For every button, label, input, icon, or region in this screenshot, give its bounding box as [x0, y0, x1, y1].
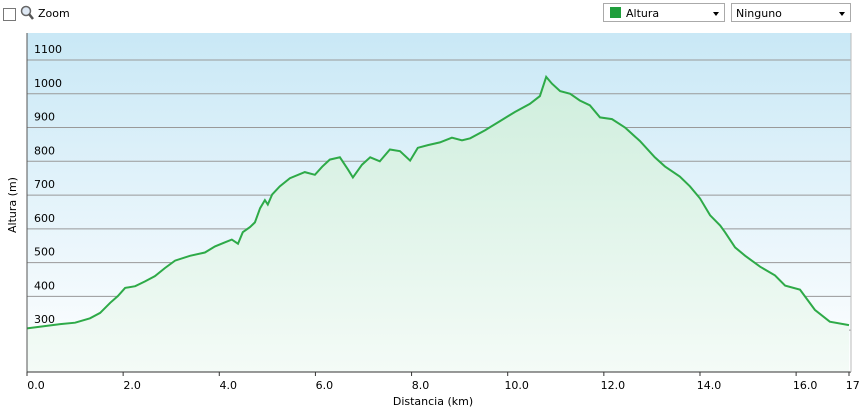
zoom-label[interactable]: Zoom — [38, 7, 70, 20]
series-dropdown[interactable]: Altura — [603, 3, 725, 22]
x-tick-label: 17.1 — [846, 379, 860, 392]
area-fill — [27, 76, 849, 373]
zoom-checkbox[interactable] — [3, 8, 16, 21]
x-tick-label: 0.0 — [27, 379, 45, 392]
y-tick-label: 900 — [34, 111, 55, 124]
x-tick-label: 2.0 — [123, 379, 141, 392]
y-tick-label: 700 — [34, 178, 55, 191]
y-tick-label: 600 — [34, 212, 55, 225]
y-axis-title: Altura (m) — [6, 177, 19, 233]
x-tick-label: 14.0 — [697, 379, 722, 392]
elevation-line — [26, 74, 850, 330]
series-swatch — [610, 7, 621, 18]
y-tick-label: 400 — [34, 279, 55, 292]
y-tick-label: 1000 — [34, 77, 62, 90]
x-tick-label: 16.0 — [793, 379, 818, 392]
x-tick-label: 4.0 — [220, 379, 238, 392]
x-axis-title: Distancia (km) — [393, 395, 473, 408]
zoom-icon — [20, 5, 34, 20]
y-tick-label: 1100 — [34, 43, 62, 56]
x-tick-label: 12.0 — [601, 379, 626, 392]
x-tick-label: 10.0 — [504, 379, 529, 392]
series-option: Altura — [626, 7, 660, 20]
x-tick-label: 8.0 — [412, 379, 430, 392]
secondary-dropdown[interactable]: Ninguno — [731, 3, 851, 22]
y-tick-label: 800 — [34, 144, 55, 157]
secondary-option: Ninguno — [736, 7, 782, 20]
y-tick-label: 500 — [34, 246, 55, 259]
x-tick-label: 6.0 — [316, 379, 334, 392]
y-tick-label: 300 — [34, 313, 55, 326]
